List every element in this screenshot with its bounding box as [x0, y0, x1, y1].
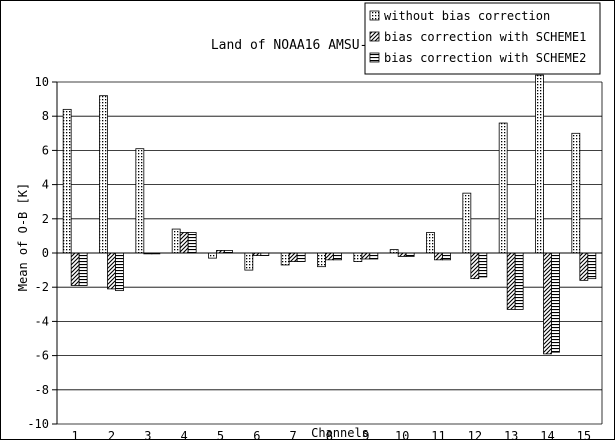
axes — [52, 81, 603, 425]
x-tick-label: 4 — [181, 429, 188, 440]
y-tick-label: 6 — [42, 143, 49, 157]
bar-ch12-series3 — [478, 252, 488, 278]
bar-ch11-series3 — [442, 252, 451, 261]
x-tick-label: 9 — [362, 429, 369, 440]
bar-ch9-series1 — [353, 252, 363, 262]
bar-ch10-series2 — [397, 252, 407, 257]
y-tick-label: -10 — [27, 417, 49, 431]
bar-ch11-series1 — [426, 232, 435, 254]
y-tick-label: 4 — [42, 178, 49, 192]
x-axis-label: Channels — [311, 426, 369, 440]
bar-ch12-series2 — [470, 252, 480, 280]
legend: without bias correction bias correction w… — [364, 2, 601, 75]
x-tick-label: 8 — [326, 429, 333, 440]
bar-ch8-series1 — [317, 252, 326, 268]
bar-ch4-series3 — [187, 232, 197, 254]
x-tick-label: 11 — [431, 429, 445, 440]
x-tick-label: 3 — [144, 429, 151, 440]
bar-ch3-series1 — [135, 148, 145, 254]
legend-label: bias correction with SCHEME2 — [384, 51, 586, 65]
x-tick-label: 12 — [468, 429, 482, 440]
y-tick-label: -6 — [35, 349, 49, 363]
x-tick-label: 13 — [504, 429, 518, 440]
y-tick-label: 8 — [42, 109, 49, 123]
x-tick-label: 5 — [217, 429, 224, 440]
chart-title: Land of NOAA16 AMSU-A — [211, 38, 376, 53]
bar-ch1-series1 — [62, 108, 72, 254]
y-tick-label: 10 — [35, 75, 49, 89]
y-tick-label: -8 — [35, 383, 49, 397]
bar-ch15-series2 — [579, 252, 589, 281]
bar-ch13-series3 — [514, 252, 524, 310]
bar-ch5-series1 — [208, 252, 217, 259]
legend-label: without bias correction — [384, 9, 550, 23]
bar-ch8-series3 — [333, 252, 342, 261]
bar-ch6-series1 — [244, 252, 254, 271]
y-axis-label: Mean of O-B [K] — [16, 183, 30, 291]
y-tick-label: -4 — [35, 314, 49, 328]
bar-ch1-series3 — [78, 252, 88, 286]
bars — [62, 74, 597, 355]
bar-ch13-series1 — [498, 122, 508, 254]
x-tick-label: 14 — [540, 429, 554, 440]
x-tick-label: 7 — [290, 429, 297, 440]
bar-ch4-series2 — [179, 232, 189, 254]
x-tick-label: 6 — [253, 429, 260, 440]
bar-ch12-series1 — [462, 192, 472, 254]
x-tick-label: 1 — [72, 429, 79, 440]
bar-ch15-series1 — [571, 132, 581, 254]
bar-ch2-series1 — [99, 95, 108, 254]
bar-ch2-series3 — [115, 252, 124, 292]
bar-ch11-series2 — [434, 252, 443, 261]
bar-ch10-series1 — [389, 249, 399, 254]
x-tick-labels: 1 2 3 4 5 6 7 8 9 10 11 12 13 14 15 — [72, 429, 592, 440]
bar-ch7-series3 — [296, 252, 306, 262]
bar-ch1-series2 — [70, 252, 80, 286]
legend-swatch — [369, 10, 380, 21]
y-tick-label: -2 — [35, 280, 49, 294]
legend-label: bias correction with SCHEME1 — [384, 30, 586, 44]
bar-ch7-series2 — [288, 252, 298, 262]
y-tick-labels: -10 -8 -6 -4 -2 0 2 4 6 8 10 — [27, 75, 49, 431]
bar-ch10-series3 — [405, 252, 415, 257]
x-tick-label: 2 — [108, 429, 115, 440]
bar-ch15-series3 — [587, 252, 597, 280]
x-tick-label: 15 — [577, 429, 591, 440]
bar-ch14-series1 — [535, 74, 544, 254]
legend-swatch — [369, 31, 380, 42]
bar-ch2-series2 — [107, 252, 116, 290]
bar-ch9-series2 — [361, 252, 371, 260]
y-tick-label: 2 — [42, 212, 49, 226]
legend-swatch — [369, 52, 380, 63]
x-tick-label: 10 — [395, 429, 409, 440]
legend-box — [364, 2, 601, 75]
bar-ch8-series2 — [325, 252, 334, 261]
bar-ch9-series3 — [369, 252, 379, 260]
bar-ch14-series3 — [551, 252, 560, 353]
bar-ch4-series1 — [171, 228, 181, 254]
bar-ch14-series2 — [543, 252, 552, 355]
y-tick-label: 0 — [42, 246, 49, 260]
bar-ch13-series2 — [506, 252, 516, 310]
bar-ch7-series1 — [280, 252, 290, 266]
